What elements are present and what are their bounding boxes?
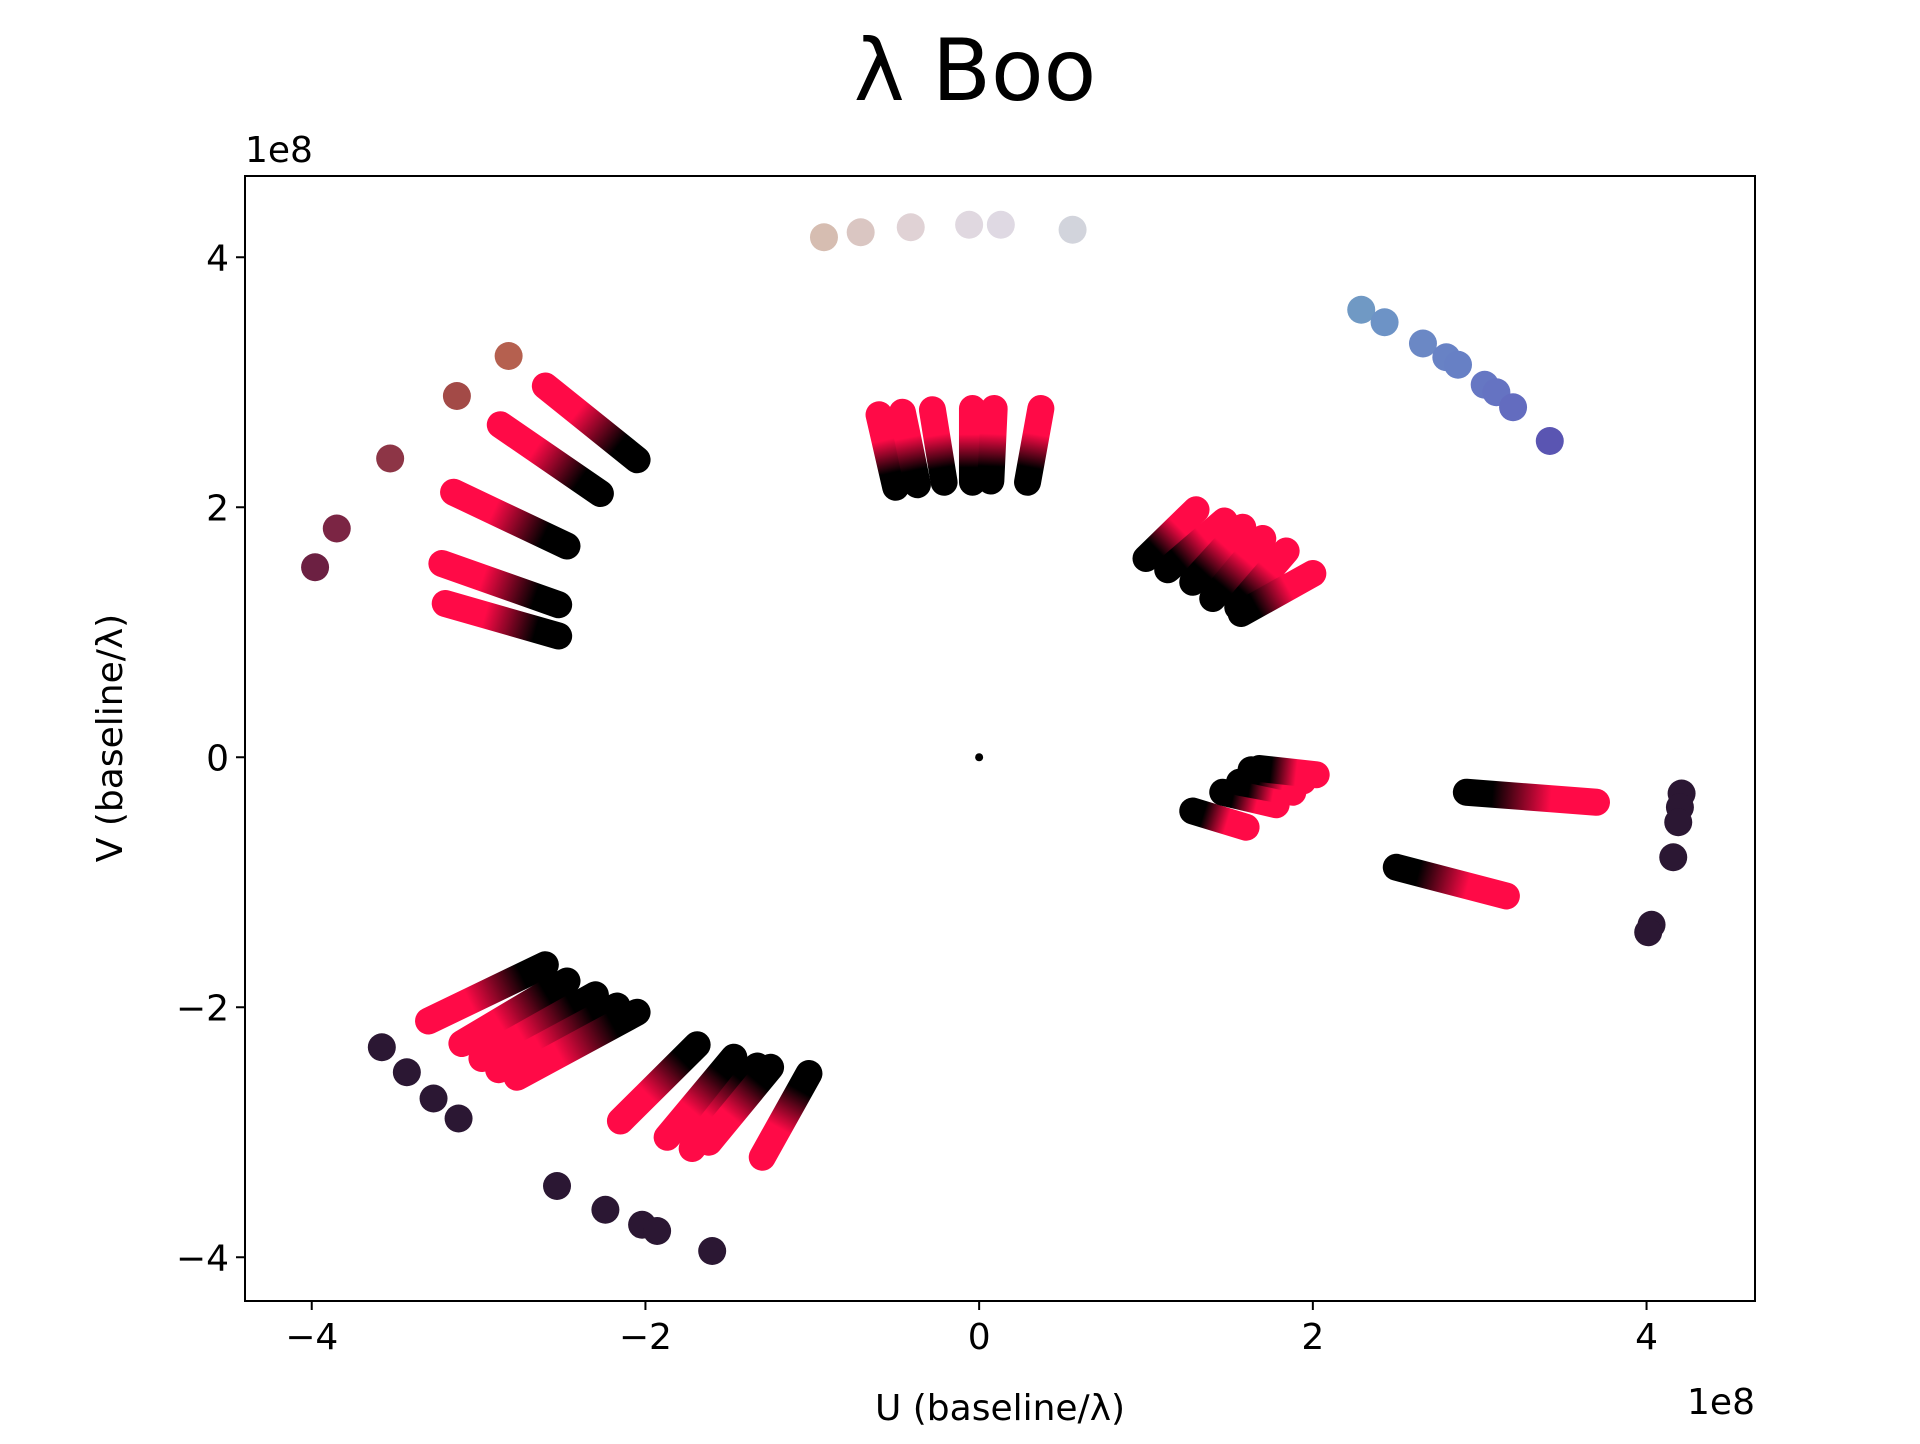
x-tick-label: 2 <box>1301 1317 1324 1358</box>
uv-point <box>809 223 838 252</box>
uv-track <box>431 590 573 650</box>
uv-point <box>1408 329 1437 358</box>
uv-point <box>1535 427 1564 455</box>
y-axis-offset-text: 1e8 <box>245 130 313 171</box>
uv-track <box>1227 560 1327 627</box>
uv-track <box>1382 853 1520 910</box>
uv-point <box>1634 918 1663 947</box>
marks-layer <box>301 210 1696 1265</box>
uv-track <box>1014 395 1055 496</box>
x-axis: −4 −2 0 2 4 <box>285 1301 1658 1358</box>
uv-point <box>444 1104 473 1133</box>
uv-track <box>503 998 651 1091</box>
y-tick-label: 4 <box>206 238 229 279</box>
uv-track <box>485 992 631 1084</box>
uv-track <box>653 1043 748 1151</box>
uv-point <box>367 1033 396 1062</box>
uv-point <box>392 1058 421 1087</box>
uv-point <box>1058 215 1087 244</box>
x-tick-label: −2 <box>619 1317 672 1358</box>
chart-title: λ Boo <box>854 21 1096 121</box>
uv-track <box>448 967 581 1057</box>
uv-point <box>955 210 984 239</box>
uv-point <box>846 218 875 247</box>
uv-point <box>419 1084 448 1113</box>
uv-track <box>918 396 958 496</box>
y-tick-label: 2 <box>206 488 229 529</box>
uv-track <box>531 372 651 474</box>
x-tick-label: 0 <box>968 1317 991 1358</box>
uv-track <box>486 411 614 507</box>
origin-point <box>975 753 984 762</box>
uv-track <box>1154 507 1238 584</box>
uv-point <box>1499 393 1528 422</box>
uv-point <box>1659 843 1688 872</box>
uv-track <box>1209 778 1290 819</box>
uv-point <box>301 553 330 582</box>
plot-area-frame <box>244 175 1756 1302</box>
y-axis: −4 −2 0 2 4 <box>176 238 245 1279</box>
uv-track <box>748 1060 823 1171</box>
uv-track <box>415 951 559 1035</box>
uv-track <box>1199 525 1277 612</box>
x-axis-label: U (baseline/λ) <box>875 1388 1125 1429</box>
y-axis-label: V (baseline/λ) <box>90 614 131 862</box>
uv-track <box>888 398 931 499</box>
x-tick-label: −4 <box>285 1317 338 1358</box>
uv-track <box>1179 513 1257 596</box>
uv-point <box>322 514 351 543</box>
y-tick-label: −2 <box>176 988 229 1029</box>
uv-track <box>1179 797 1260 841</box>
uv-track <box>977 395 1008 495</box>
uv-track <box>865 401 910 501</box>
x-tick-label: 4 <box>1635 1317 1658 1358</box>
uv-point <box>698 1237 727 1265</box>
uv-track <box>428 550 573 619</box>
uv-track <box>606 1031 711 1135</box>
uv-track <box>1245 755 1330 789</box>
y-tick-label: 0 <box>206 738 229 779</box>
uv-track <box>468 981 609 1072</box>
uv-track <box>1452 778 1610 816</box>
uv-track <box>1132 496 1210 572</box>
x-axis-offset-text: 1e8 <box>1687 1382 1755 1423</box>
uv-point <box>1664 808 1693 837</box>
uv-point <box>643 1217 672 1245</box>
uv-point <box>442 382 471 410</box>
uv-track <box>695 1053 785 1156</box>
uv-point <box>543 1172 572 1200</box>
uv-track <box>440 478 581 560</box>
y-tick-label: −4 <box>176 1238 229 1279</box>
uv-point <box>376 444 405 473</box>
uv-point <box>986 210 1015 239</box>
uv-point <box>1347 295 1376 324</box>
uv-point <box>896 213 925 242</box>
uv-point <box>494 342 523 370</box>
uv-point <box>1370 308 1399 337</box>
uv-point <box>1444 350 1473 379</box>
uv-point <box>591 1195 620 1224</box>
